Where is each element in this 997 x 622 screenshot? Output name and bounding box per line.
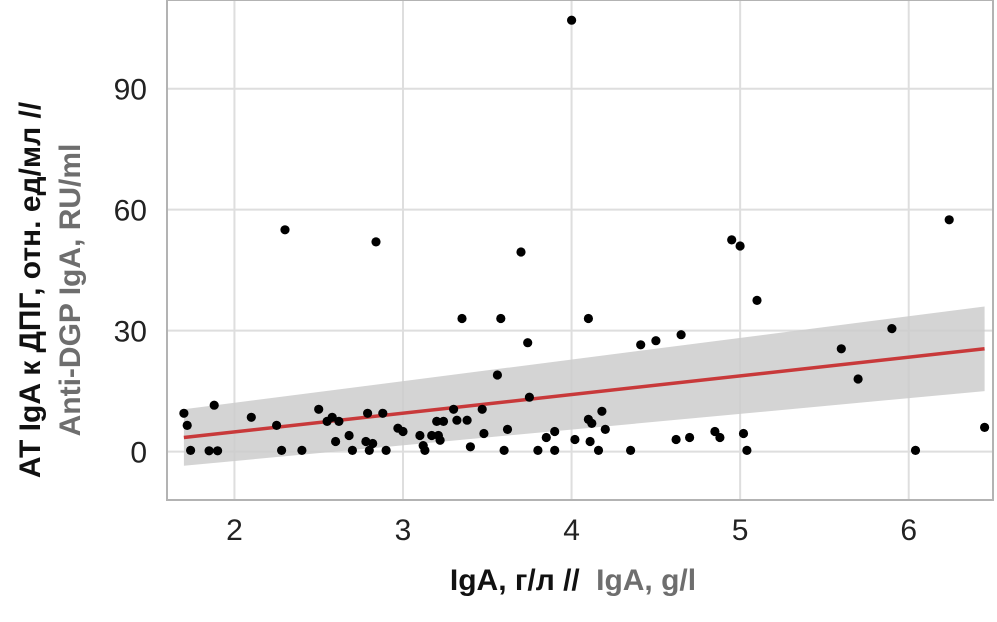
data-point: [378, 408, 388, 418]
data-point: [523, 338, 533, 348]
x-tick-label: 3: [395, 514, 412, 547]
data-point: [651, 336, 661, 346]
data-point: [593, 445, 604, 455]
data-point: [398, 426, 408, 437]
data-point: [636, 340, 646, 350]
data-points-layer: [179, 15, 990, 456]
data-point: [516, 247, 526, 257]
data-point: [742, 445, 752, 455]
data-point: [671, 434, 681, 445]
data-point: [524, 392, 535, 402]
data-point: [600, 424, 610, 434]
y-axis-title: АТ IgA к ДПГ, отн. ед/мл // Anti-DGP IgA…: [14, 101, 87, 478]
data-point: [209, 400, 219, 410]
data-point: [980, 422, 990, 432]
x-axis-title-en: IgA, g/l: [596, 564, 696, 597]
data-point: [492, 370, 502, 380]
x-tick-label: 2: [226, 514, 243, 547]
data-point: [182, 420, 192, 430]
data-point: [910, 445, 921, 455]
y-tick-label: 90: [114, 74, 147, 107]
y-tick-label: 0: [130, 437, 147, 470]
data-point: [280, 225, 290, 235]
data-point: [567, 15, 577, 25]
data-point: [272, 420, 282, 430]
data-point: [427, 430, 437, 441]
data-point: [836, 344, 846, 354]
regression-line: [183, 347, 985, 440]
data-point: [344, 430, 354, 441]
data-point: [727, 235, 737, 245]
x-axis-title: IgA, г/л // IgA, g/l: [450, 564, 696, 597]
data-point: [363, 408, 373, 418]
data-point: [585, 436, 595, 447]
data-point: [381, 445, 391, 455]
data-point: [277, 445, 287, 455]
data-point: [213, 446, 223, 456]
data-point: [626, 445, 636, 455]
data-point: [334, 416, 344, 426]
data-point: [314, 404, 324, 414]
data-point: [435, 435, 445, 445]
data-point: [676, 330, 686, 340]
data-point: [331, 436, 341, 447]
data-point: [465, 442, 475, 452]
data-point: [685, 432, 695, 443]
data-point: [597, 406, 607, 416]
confidence-band-layer: [183, 306, 985, 466]
data-point: [541, 432, 551, 443]
data-point: [587, 418, 597, 428]
data-point: [550, 426, 560, 437]
x-tick-labels: 2 3 4 5 6: [226, 514, 917, 547]
data-point: [502, 424, 513, 434]
data-point: [853, 374, 863, 384]
data-point: [449, 404, 459, 414]
data-point: [715, 432, 725, 443]
data-point: [186, 445, 196, 455]
data-point: [583, 313, 594, 324]
data-point: [204, 446, 214, 456]
data-point: [752, 295, 762, 305]
y-tick-label: 60: [114, 195, 147, 228]
data-point: [364, 445, 374, 455]
data-point: [533, 445, 543, 455]
y-axis-title-en: Anti-DGP IgA, RU/ml: [54, 144, 87, 437]
data-point: [327, 412, 337, 422]
x-tick-label: 5: [732, 514, 749, 547]
data-point: [368, 438, 378, 449]
data-point: [371, 237, 381, 247]
data-point: [420, 445, 430, 455]
x-tick-label: 6: [900, 514, 917, 547]
data-point: [477, 404, 487, 414]
data-point: [738, 428, 749, 439]
data-point: [347, 445, 357, 455]
data-point: [887, 324, 897, 334]
data-point: [438, 416, 449, 426]
data-point: [297, 445, 307, 455]
y-axis-title-ru: АТ IgA к ДПГ, отн. ед/мл //: [14, 101, 47, 478]
regression-line-layer: [183, 347, 985, 440]
data-point: [462, 415, 472, 425]
data-point: [432, 416, 442, 426]
data-point: [735, 241, 745, 251]
confidence-band: [183, 306, 985, 466]
x-tick-label: 4: [563, 514, 580, 547]
data-point: [452, 415, 462, 425]
x-axis-title-ru: IgA, г/л //: [450, 564, 581, 597]
data-point: [499, 445, 509, 455]
data-point: [479, 428, 489, 439]
data-point: [457, 313, 467, 324]
data-point: [944, 215, 954, 225]
data-point: [179, 408, 189, 418]
y-tick-labels: 0 30 60 90: [114, 74, 147, 470]
data-point: [550, 445, 560, 455]
data-point: [415, 430, 425, 441]
data-point: [496, 313, 506, 324]
data-point: [246, 412, 256, 422]
data-point: [570, 434, 580, 445]
panel-border: [166, 0, 994, 501]
y-tick-label: 30: [114, 316, 147, 349]
